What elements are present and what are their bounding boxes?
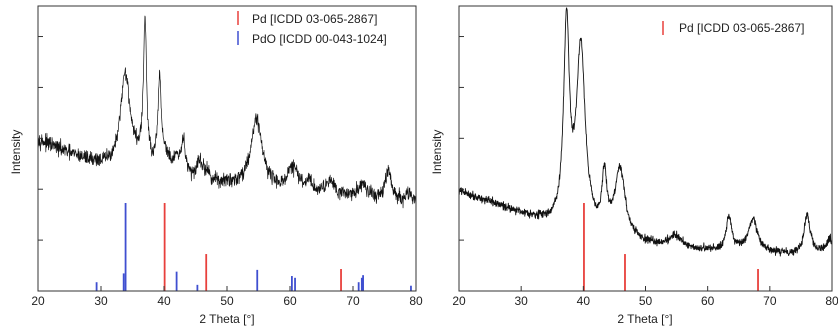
right-x-ticks: 20 30 40 50 60 70 80 bbox=[452, 286, 838, 308]
left-legend-label-pdo: PdO [ICDD 00-043-1024] bbox=[252, 32, 387, 46]
x-tick-label: 50 bbox=[639, 294, 653, 308]
x-tick-label: 80 bbox=[825, 294, 838, 308]
x-tick-label: 20 bbox=[31, 294, 45, 308]
left-noise-layer bbox=[38, 15, 416, 209]
x-tick-label: 30 bbox=[94, 294, 108, 308]
right-xrd-panel: Intensity 2 Theta [°] 20 30 40 50 60 70 80 Pd … bbox=[430, 5, 838, 326]
x-tick-label: 40 bbox=[157, 294, 171, 308]
left-legend: Pd [ICDD 03-065-2867] PdO [ICDD 00-043-1… bbox=[237, 11, 387, 46]
x-tick-label: 80 bbox=[409, 294, 423, 308]
x-tick-label: 60 bbox=[701, 294, 715, 308]
right-plot-frame bbox=[458, 5, 833, 292]
left-x-axis-label: 2 Theta [°] bbox=[199, 312, 254, 326]
left-y-axis-label: Intensity bbox=[9, 130, 23, 175]
right-y-axis-label: Intensity bbox=[430, 130, 444, 175]
x-tick-label: 30 bbox=[514, 294, 528, 308]
left-reference-lines bbox=[95, 203, 412, 291]
left-plot-frame bbox=[37, 5, 417, 292]
right-legend: Pd [ICDD 03-065-2867] bbox=[662, 21, 804, 35]
left-xrd-panel: Intensity 2 Theta [°] 20 30 40 50 60 70 80 Pd … bbox=[9, 5, 423, 326]
right-y-ticks bbox=[459, 36, 464, 241]
right-reference-lines bbox=[583, 203, 759, 291]
x-tick-label: 40 bbox=[577, 294, 591, 308]
right-x-axis-label: 2 Theta [°] bbox=[617, 312, 672, 326]
right-noise-layer bbox=[459, 7, 832, 257]
left-x-ticks: 20 30 40 50 60 70 80 bbox=[31, 286, 423, 308]
x-tick-label: 50 bbox=[220, 294, 234, 308]
x-tick-label: 70 bbox=[346, 294, 360, 308]
left-y-ticks bbox=[38, 36, 43, 241]
x-tick-label: 60 bbox=[283, 294, 297, 308]
x-tick-label: 70 bbox=[763, 294, 777, 308]
left-legend-label-pd: Pd [ICDD 03-065-2867] bbox=[252, 12, 377, 26]
x-tick-label: 20 bbox=[452, 294, 466, 308]
right-pattern-line bbox=[459, 7, 832, 257]
left-pattern-line bbox=[38, 15, 416, 209]
right-legend-label-pd: Pd [ICDD 03-065-2867] bbox=[679, 21, 804, 35]
